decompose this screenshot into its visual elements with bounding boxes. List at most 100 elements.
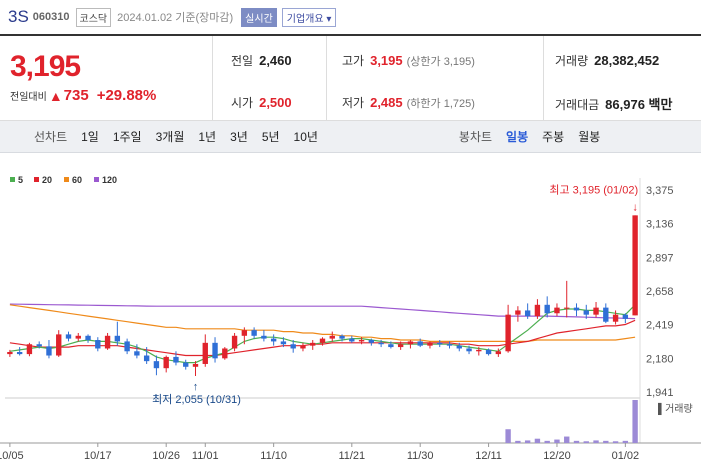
column-divider bbox=[543, 36, 544, 121]
legend-swatch bbox=[64, 177, 69, 182]
upper-limit: (상한가 3,195) bbox=[406, 56, 475, 68]
market-badge: 코스닥 bbox=[75, 7, 112, 27]
volume-bar bbox=[564, 436, 570, 443]
candle-body bbox=[339, 335, 345, 339]
candlestick-chart[interactable]: 5 20 60 120 3,375 3,136 2,897 2,658 2,419 2,180 1,… bbox=[0, 160, 701, 464]
candle-body bbox=[476, 349, 482, 352]
change-label: 전일대비 bbox=[10, 92, 47, 103]
x-tick-label: 11/10 bbox=[260, 450, 287, 462]
header-divider bbox=[0, 34, 701, 36]
candle-body bbox=[26, 344, 33, 355]
candle-body bbox=[300, 345, 306, 349]
current-price: 3,195 bbox=[10, 50, 81, 83]
candle-body bbox=[583, 310, 589, 315]
candle-body bbox=[505, 314, 511, 352]
candle-body bbox=[212, 342, 218, 359]
x-tick-label: 12/20 bbox=[543, 450, 571, 462]
candle-body bbox=[388, 344, 394, 348]
legend-label: 20 bbox=[42, 175, 52, 185]
candle-body bbox=[495, 351, 502, 355]
candle-body bbox=[163, 356, 169, 369]
candle-body bbox=[36, 344, 42, 347]
legend-swatch bbox=[94, 177, 99, 182]
candle-body bbox=[16, 351, 23, 355]
candle-body bbox=[564, 307, 570, 309]
candle-body bbox=[612, 314, 619, 322]
stock-header: 3S 060310 코스닥 2024.01.02 기준(장마감) 실시간 기업개… bbox=[0, 0, 701, 34]
candle-body bbox=[280, 341, 287, 345]
volume-bar bbox=[622, 440, 629, 443]
candle-body bbox=[515, 310, 521, 315]
tab-1w[interactable]: 1주일 bbox=[112, 130, 142, 144]
tab-1y[interactable]: 1년 bbox=[198, 130, 217, 144]
tab-weekly[interactable]: 주봉 bbox=[542, 130, 565, 144]
column-divider bbox=[326, 36, 327, 121]
candle-body bbox=[173, 356, 179, 363]
volume-label: 거래량 bbox=[555, 54, 589, 68]
candle-body bbox=[192, 363, 199, 367]
company-overview-dropdown[interactable]: 기업개요 ▾ bbox=[281, 7, 337, 27]
tab-1d[interactable]: 1일 bbox=[81, 130, 99, 144]
volume-bar bbox=[612, 441, 619, 443]
tab-monthly[interactable]: 월봉 bbox=[578, 130, 601, 144]
amount-cell: 거래대금 86,976 백만 bbox=[555, 94, 672, 113]
ma120-line bbox=[9, 303, 636, 320]
volume-bar bbox=[524, 440, 531, 443]
open-cell: 시가 2,500 bbox=[231, 94, 292, 111]
high-arrow-icon: ↓ bbox=[632, 201, 638, 213]
high-label: 고가 bbox=[342, 54, 365, 68]
candle-body bbox=[485, 349, 492, 355]
realtime-button[interactable]: 실시간 bbox=[241, 7, 277, 27]
candle-body bbox=[417, 341, 423, 346]
candle-body bbox=[310, 342, 316, 346]
y-tick-label: 2,658 bbox=[646, 286, 674, 298]
candle-body bbox=[358, 340, 365, 342]
candle-body bbox=[554, 307, 560, 314]
volume-cell: 거래량 28,382,452 bbox=[555, 52, 659, 69]
tab-3m[interactable]: 3개월 bbox=[155, 130, 185, 144]
candle-body bbox=[85, 335, 91, 341]
candle-body bbox=[65, 334, 72, 339]
y-tick-label: 2,897 bbox=[646, 252, 674, 264]
high-value: 3,195 bbox=[370, 53, 403, 68]
x-tick-label: 11/21 bbox=[338, 450, 365, 462]
volume-label: ▌거래량 bbox=[658, 402, 693, 416]
price-block: 3,195 전일대비 ▲ 735 +29.88% bbox=[0, 36, 213, 121]
candle-body bbox=[56, 334, 62, 356]
candle-body bbox=[397, 344, 404, 348]
line-chart-label: 선차트 bbox=[34, 130, 68, 144]
volume-bar bbox=[583, 441, 589, 443]
candle-body bbox=[153, 361, 160, 369]
volume-bar bbox=[632, 400, 638, 443]
y-tick-label: 2,419 bbox=[646, 320, 674, 332]
candle-body bbox=[251, 330, 257, 336]
candle-body bbox=[632, 215, 638, 316]
candle-body bbox=[95, 340, 101, 349]
candle-body bbox=[378, 342, 384, 345]
tab-daily[interactable]: 일봉 bbox=[506, 130, 529, 144]
candle-body bbox=[622, 314, 629, 319]
lower-limit: (하한가 1,725) bbox=[406, 98, 475, 110]
legend-label: 60 bbox=[72, 175, 82, 185]
legend-swatch bbox=[34, 177, 39, 182]
candle-body bbox=[202, 342, 208, 364]
candle-body bbox=[466, 348, 472, 352]
tab-10y[interactable]: 10년 bbox=[293, 130, 318, 144]
x-tick-label: 10/05 bbox=[0, 450, 24, 462]
candle-body bbox=[368, 340, 375, 343]
stock-code: 060310 bbox=[32, 11, 70, 23]
tab-5y[interactable]: 5년 bbox=[261, 130, 280, 144]
candle-body bbox=[319, 338, 326, 343]
chart-tabbar: 선차트 1일 1주일 3개월 1년 3년 5년 10년 봉차트 일봉 주봉 월봉 bbox=[0, 121, 701, 153]
tab-3y[interactable]: 3년 bbox=[230, 130, 248, 144]
chart-svg[interactable]: 5 20 60 120 3,375 3,136 2,897 2,658 2,419 2,180 1,… bbox=[0, 160, 701, 464]
candle-body bbox=[524, 310, 531, 317]
legend-swatch bbox=[10, 177, 15, 182]
candle-body bbox=[124, 341, 130, 352]
low-value: 2,485 bbox=[370, 95, 403, 110]
volume-bar bbox=[515, 440, 521, 443]
prev-close-cell: 전일 2,460 bbox=[231, 52, 292, 69]
stock-name: 3S bbox=[8, 7, 29, 26]
candle-body bbox=[46, 346, 52, 356]
open-value: 2,500 bbox=[259, 95, 292, 110]
